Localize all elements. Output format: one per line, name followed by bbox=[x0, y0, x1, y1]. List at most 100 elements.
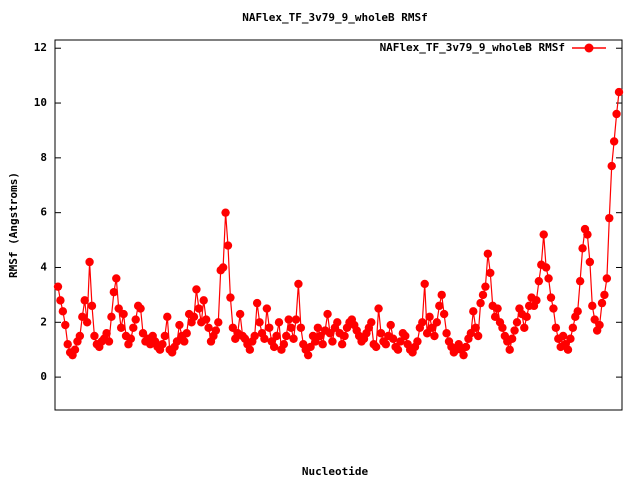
data-point bbox=[294, 279, 303, 289]
data-point bbox=[109, 287, 119, 297]
data-point bbox=[609, 137, 619, 146]
data-point bbox=[211, 326, 221, 335]
data-point bbox=[291, 315, 301, 324]
x-axis-label: Nucleotide bbox=[302, 465, 369, 478]
data-point bbox=[296, 323, 306, 332]
data-point bbox=[333, 318, 342, 327]
data-point bbox=[131, 315, 140, 324]
data-point bbox=[323, 309, 332, 319]
data-point bbox=[160, 331, 170, 341]
data-point bbox=[126, 334, 136, 343]
data-point bbox=[461, 342, 471, 352]
data-point bbox=[78, 312, 87, 322]
data-point bbox=[272, 331, 281, 341]
y-axis-label: RMSf (Angstroms) bbox=[7, 172, 20, 278]
data-point bbox=[563, 345, 573, 354]
data-point bbox=[401, 331, 410, 341]
data-point bbox=[371, 342, 381, 352]
data-point bbox=[262, 304, 272, 313]
data-point bbox=[87, 301, 97, 311]
data-point bbox=[182, 329, 191, 338]
data-point bbox=[313, 323, 323, 332]
data-point bbox=[286, 323, 296, 332]
data-point bbox=[85, 257, 94, 267]
data-point bbox=[226, 293, 235, 302]
data-point bbox=[386, 320, 395, 330]
data-point bbox=[532, 296, 541, 305]
data-point bbox=[255, 318, 264, 327]
data-point bbox=[505, 345, 514, 354]
series-line bbox=[57, 92, 620, 357]
data-point bbox=[541, 263, 551, 272]
data-point bbox=[192, 285, 201, 294]
data-point bbox=[600, 290, 609, 300]
data-point bbox=[493, 304, 502, 313]
chart-title: NAFlex_TF_3v79_9_wholeB RMSf bbox=[242, 11, 427, 24]
data-point bbox=[53, 282, 63, 291]
data-point bbox=[172, 337, 182, 346]
data-point bbox=[396, 337, 405, 346]
data-point bbox=[534, 276, 544, 286]
data-point bbox=[614, 87, 624, 97]
data-point bbox=[597, 298, 607, 308]
data-point bbox=[282, 331, 291, 341]
data-point bbox=[539, 230, 548, 239]
data-point bbox=[221, 208, 230, 217]
data-point bbox=[566, 334, 575, 343]
data-point bbox=[376, 329, 386, 338]
data-point bbox=[367, 318, 376, 327]
data-point bbox=[498, 323, 507, 332]
data-point bbox=[289, 334, 298, 343]
data-point bbox=[279, 340, 289, 349]
data-point bbox=[194, 304, 204, 313]
data-point bbox=[432, 318, 442, 327]
data-point bbox=[420, 279, 429, 289]
y-tick-label: 10 bbox=[34, 96, 47, 109]
data-point bbox=[469, 307, 478, 316]
y-tick-label: 6 bbox=[40, 206, 47, 219]
data-point bbox=[471, 323, 480, 332]
data-point bbox=[218, 263, 228, 272]
data-point bbox=[602, 274, 612, 283]
data-point bbox=[459, 350, 468, 360]
data-point bbox=[381, 340, 391, 349]
data-point bbox=[228, 323, 238, 332]
data-point bbox=[558, 331, 568, 341]
data-point bbox=[607, 161, 616, 171]
data-point bbox=[269, 342, 279, 352]
data-point bbox=[138, 329, 148, 338]
data-point bbox=[119, 309, 128, 319]
data-point bbox=[583, 230, 592, 239]
data-point bbox=[340, 331, 349, 341]
data-point bbox=[75, 331, 85, 341]
data-point bbox=[70, 345, 80, 354]
data-point bbox=[306, 342, 315, 352]
data-point bbox=[430, 331, 439, 341]
data-point bbox=[510, 326, 519, 335]
data-point bbox=[422, 329, 432, 338]
data-point bbox=[114, 304, 123, 313]
legend-label: NAFlex_TF_3v79_9_wholeB RMSf bbox=[380, 41, 565, 54]
data-point bbox=[104, 337, 114, 346]
data-point bbox=[473, 331, 483, 341]
y-tick-label: 4 bbox=[40, 260, 47, 273]
data-point bbox=[466, 329, 476, 338]
data-point bbox=[80, 296, 89, 305]
data-point bbox=[328, 337, 337, 346]
data-point bbox=[204, 323, 213, 332]
data-point bbox=[442, 329, 451, 338]
data-point bbox=[435, 301, 444, 311]
data-point bbox=[486, 268, 495, 278]
data-point bbox=[199, 296, 208, 305]
data-point bbox=[265, 323, 274, 332]
data-point bbox=[418, 318, 427, 327]
data-point bbox=[63, 340, 72, 349]
legend-marker bbox=[584, 43, 594, 53]
data-point bbox=[605, 213, 614, 223]
data-point bbox=[512, 318, 522, 327]
data-point bbox=[158, 340, 167, 349]
data-point bbox=[245, 345, 255, 354]
y-tick-label: 8 bbox=[40, 151, 47, 164]
data-point bbox=[107, 312, 116, 322]
